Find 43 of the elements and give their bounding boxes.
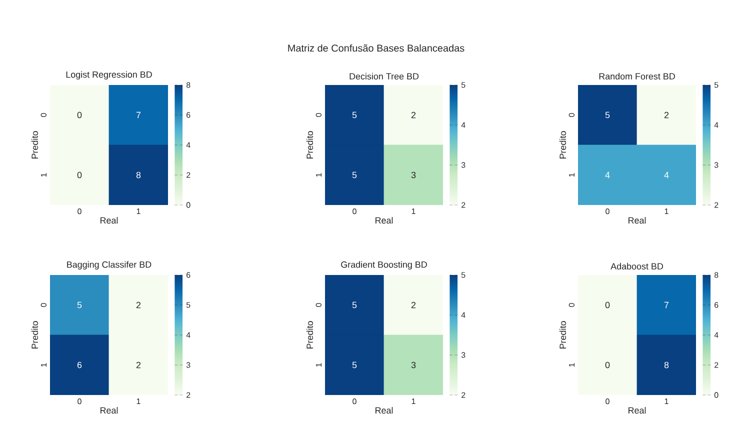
data-label: 5 [77, 302, 82, 308]
chart-title: Adaboost BD [610, 262, 663, 270]
data-label: 0 [605, 362, 610, 368]
y-axis-title: Predito [559, 131, 566, 158]
data-label: 6 [77, 362, 82, 368]
text: Matriz de Confusão Bases Balanceadas [288, 44, 464, 52]
x-axis-title: Real [628, 217, 646, 224]
y-axis-title: Predito [306, 321, 314, 348]
data-label: 2 [411, 302, 416, 308]
data-label: 5 [352, 302, 357, 308]
chart-title: Bagging Classifer BD [67, 261, 152, 270]
chart-title: Decision Tree BD [350, 72, 419, 80]
data-label: 2 [664, 112, 669, 118]
data-label: 8 [136, 172, 141, 178]
x-axis-title: Real [100, 217, 118, 224]
data-label: 3 [411, 362, 416, 368]
data-label: 8 [664, 362, 669, 368]
data-label: 5 [352, 362, 357, 368]
y-axis-title: Predito [559, 321, 566, 348]
y-axis-title: Predito [31, 131, 38, 158]
data-label: 0 [605, 302, 610, 308]
x-axis-title: Real [100, 407, 118, 414]
data-label: 7 [664, 302, 669, 308]
chart-title: Gradient Boosting BD [341, 261, 427, 270]
data-label: 5 [352, 172, 357, 178]
x-axis-title: Real [628, 407, 646, 414]
data-label: 2 [136, 302, 141, 308]
data-label: 7 [136, 112, 141, 118]
data-label: 3 [411, 172, 416, 178]
data-label: 0 [77, 112, 82, 118]
data-label: 4 [664, 172, 669, 178]
data-label: 2 [411, 112, 416, 118]
data-label: 2 [136, 362, 141, 368]
data-label: 0 [77, 172, 82, 178]
data-label: 5 [605, 112, 610, 118]
chart-title: Random Forest BD [599, 72, 675, 80]
x-axis-title: Real [376, 407, 393, 414]
y-axis-title: Predito [306, 131, 314, 158]
data-label: 4 [605, 172, 610, 178]
chart-title: Logist Regression BD [66, 71, 152, 80]
data-label: 5 [352, 112, 357, 118]
y-axis-title: Predito [31, 321, 38, 348]
x-axis-title: Real [376, 217, 393, 224]
